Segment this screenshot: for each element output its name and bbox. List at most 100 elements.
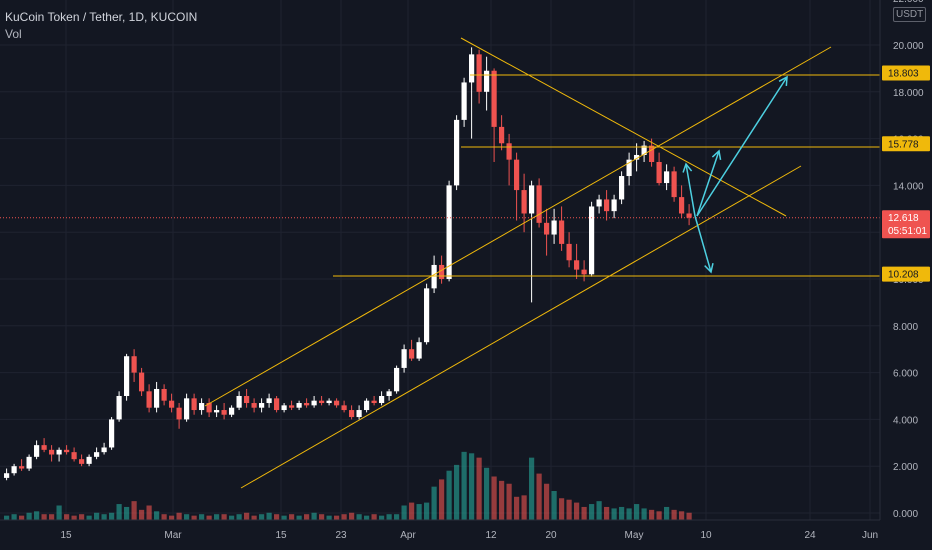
candle-body — [56, 449, 62, 455]
candle-body — [566, 243, 572, 261]
candle-body — [11, 466, 17, 474]
volume-bar — [41, 514, 47, 520]
volume-bar — [619, 506, 625, 520]
candle-body — [139, 372, 145, 392]
volume-bar — [394, 514, 400, 520]
volume-bar — [71, 515, 77, 520]
candle-body — [101, 447, 107, 453]
volume-bar — [461, 451, 467, 520]
volume-bar — [499, 480, 505, 520]
price-label-box — [882, 210, 930, 239]
volume-bar — [311, 512, 317, 520]
candle-body — [581, 269, 587, 275]
price-label-text: 10.208 — [888, 270, 919, 281]
volume-bar — [574, 502, 580, 520]
volume-bar — [154, 511, 160, 520]
volume-bar — [544, 483, 550, 520]
time-tick-label: 24 — [804, 530, 816, 541]
candle-body — [536, 185, 542, 223]
candle-body — [364, 400, 370, 411]
candle-body — [551, 220, 557, 235]
volume-bar — [259, 514, 265, 520]
volume-bar — [116, 504, 122, 520]
price-tick-label: 8.000 — [893, 322, 918, 333]
arrow-up-small — [685, 163, 696, 217]
candle-body — [311, 400, 317, 406]
candle-body — [671, 171, 677, 198]
price-tick-label: 20.000 — [893, 41, 924, 52]
candle-body — [259, 403, 265, 408]
volume-bar — [161, 514, 167, 520]
candle-body — [281, 405, 287, 411]
candle-body — [559, 220, 565, 244]
candle-body — [124, 356, 130, 396]
candle-body — [176, 407, 182, 420]
candle-body — [379, 396, 385, 404]
volume-bar — [334, 515, 340, 520]
candle-body — [596, 199, 602, 207]
volume-bar — [386, 514, 392, 520]
currency-unit-badge[interactable]: USDT — [893, 7, 927, 22]
volume-bar — [596, 501, 602, 520]
time-tick-label: 10 — [700, 530, 712, 541]
volume-bar — [581, 506, 587, 520]
volume-bar — [514, 496, 520, 520]
candle-body — [529, 185, 535, 214]
candle-body — [401, 349, 407, 368]
volume-bar — [349, 512, 355, 520]
volume-bar — [416, 504, 422, 520]
volume-bar — [589, 504, 595, 520]
candle-body — [154, 388, 160, 408]
candle-body — [431, 264, 437, 289]
volume-bar — [19, 515, 25, 520]
volume-bar — [469, 453, 475, 520]
volume-bar — [446, 470, 452, 520]
volume-bar — [281, 515, 287, 520]
chart-title: KuCoin Token / Tether, 1D, KUCOIN — [5, 10, 198, 24]
volume-bar — [109, 512, 115, 520]
candle-body — [206, 403, 212, 413]
volume-bar — [4, 515, 10, 520]
volume-bar — [536, 473, 542, 520]
candle-body — [371, 400, 377, 404]
candle-body — [251, 403, 257, 408]
volume-bar — [409, 502, 415, 520]
volume-bar — [214, 514, 220, 520]
candle-body — [574, 260, 580, 270]
candle-body — [229, 407, 235, 415]
candle-body — [476, 54, 482, 92]
volume-bar — [401, 505, 407, 520]
candle-body — [34, 445, 40, 457]
volume-bar — [454, 464, 460, 520]
volume-bar — [191, 515, 197, 520]
candle-body — [334, 400, 340, 406]
candle-body — [679, 197, 685, 214]
candle-body — [146, 391, 152, 408]
volume-bar — [176, 512, 182, 520]
candle-body — [461, 82, 467, 120]
arrow-up-mid — [696, 150, 720, 217]
time-tick-label: 20 — [545, 530, 557, 541]
price-label-level: 18.803 — [882, 65, 930, 81]
time-tick-label: 23 — [335, 530, 347, 541]
candle-body — [649, 145, 655, 162]
volume-bar — [274, 514, 280, 520]
candle-body — [266, 398, 272, 404]
candle-body — [469, 54, 475, 83]
time-tick-label: 12 — [485, 530, 497, 541]
candle-body — [19, 466, 25, 469]
candle-body — [589, 206, 595, 275]
volume-bar — [221, 514, 227, 520]
volume-bar — [424, 502, 430, 520]
countdown-text: 05:51:01 — [888, 226, 927, 237]
candle-body — [686, 213, 692, 218]
channel-upper-line — [204, 46, 832, 407]
volume-bar — [131, 501, 137, 520]
price-label-level: 15.778 — [882, 136, 930, 152]
candle-body — [49, 449, 55, 455]
candle-body — [274, 398, 280, 411]
price-label-box — [882, 266, 930, 282]
volume-bar — [379, 515, 385, 520]
candle-body — [26, 456, 32, 469]
